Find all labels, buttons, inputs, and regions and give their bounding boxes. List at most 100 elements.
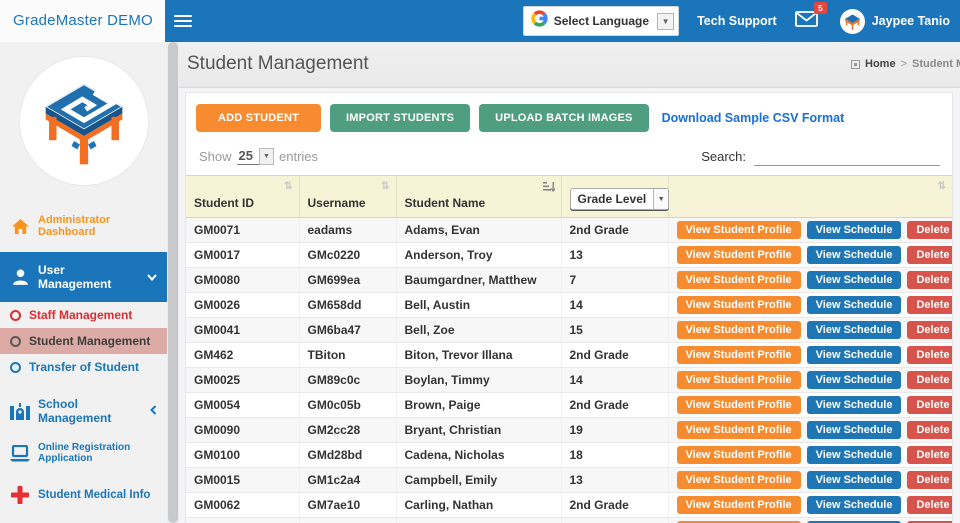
sort-ascending-icon[interactable] [542,181,556,196]
view-schedule-button[interactable]: View Schedule [806,471,902,489]
cell-username: TBiton [298,342,396,368]
student-row: GM0062 GM7ae10 Carling, Nathan 2nd Grade… [186,492,952,518]
grademaster-logo [19,57,148,185]
view-schedule-button[interactable]: View Schedule [806,271,902,289]
student-row: GM0054 GM0c05b Brown, Paige 2nd Grade Vi… [186,392,952,418]
mail-button[interactable]: 5 [794,1,827,32]
column-header-student-name[interactable]: Student Name [395,175,561,218]
breadcrumb-home[interactable]: Home [865,58,896,70]
sidebar-item-administrator-dashboard[interactable]: Administrator Dashboard [0,206,167,246]
delete-button[interactable]: Delete [907,396,952,414]
view-schedule-button[interactable]: View Schedule [806,246,902,264]
download-sample-csv-link[interactable]: Download Sample CSV Format [661,111,845,125]
topbar: Select Language ▼ Tech Support 5 Jaypee … [165,0,960,42]
cell-actions: View Student Profile View Schedule Delet… [667,367,952,393]
delete-button[interactable]: Delete [907,346,952,364]
view-student-profile-button[interactable]: View Student Profile [676,296,801,314]
chevron-down-icon [147,268,157,286]
cell-student-name: Anderson, Troy [395,242,561,268]
sidebar-scrollbar[interactable] [167,42,179,523]
cell-student-id: GM0041 [186,317,299,343]
view-schedule-button[interactable]: View Schedule [806,346,902,364]
delete-button[interactable]: Delete [907,296,952,314]
view-student-profile-button[interactable]: View Student Profile [676,471,801,489]
grade-level-filter[interactable]: Grade Level ▼ [569,188,670,210]
chevron-down-icon[interactable]: ▼ [259,147,274,165]
column-header-actions[interactable]: ⇅ [667,175,952,218]
sort-icon[interactable]: ⇅ [381,181,390,192]
view-schedule-button[interactable]: View Schedule [806,296,902,314]
user-management-submenu: Staff Management Student Management Tran… [0,302,167,380]
view-student-profile-button[interactable]: View Student Profile [676,321,801,339]
view-schedule-button[interactable]: View Schedule [806,371,902,389]
delete-button[interactable]: Delete [907,321,952,339]
view-schedule-button[interactable]: View Schedule [806,496,902,514]
sidebar-item-academic-standards[interactable]: Academic Standards [0,518,167,523]
upload-batch-images-button[interactable]: UPLOAD BATCH IMAGES [479,104,649,132]
column-header-student-id[interactable]: Student ID ⇅ [186,175,299,218]
delete-button[interactable]: Delete [907,471,952,489]
sidebar-item-school-management[interactable]: School Management [0,388,167,434]
sort-icon[interactable]: ⇅ [284,181,293,192]
view-student-profile-button[interactable]: View Student Profile [676,346,801,364]
delete-button[interactable]: Delete [907,446,952,464]
sidebar-item-transfer-of-student[interactable]: Transfer of Student [0,354,167,380]
sidebar-item-student-management[interactable]: Student Management [0,328,167,354]
sidebar-item-staff-management[interactable]: Staff Management [0,302,167,328]
cell-grade-level: 14 [560,292,668,318]
cell-username: GM89c0c [298,367,396,393]
student-row: GM0015 GM1c2a4 Campbell, Emily 13 View S… [186,467,952,493]
delete-button[interactable]: Delete [907,521,952,523]
chevron-down-icon[interactable]: ▼ [657,12,675,30]
add-student-button[interactable]: ADD STUDENT [196,104,322,132]
cell-username: GM1c2a4 [298,467,396,493]
view-student-profile-button[interactable]: View Student Profile [676,396,801,414]
scrollbar-thumb[interactable] [168,42,178,523]
circle-icon [10,361,21,373]
view-student-profile-button[interactable]: View Student Profile [676,371,801,389]
delete-button[interactable]: Delete [907,246,952,264]
view-student-profile-button[interactable]: View Student Profile [676,271,801,289]
sidebar-item-student-medical-info[interactable]: Student Medical Info [0,476,167,514]
search-input[interactable] [754,146,940,166]
delete-button[interactable]: Delete [907,421,952,439]
view-student-profile-button[interactable]: View Student Profile [676,521,801,523]
user-menu[interactable]: Jaypee Tanio [839,8,950,34]
hamburger-menu-icon[interactable] [174,15,192,27]
tech-support-link[interactable]: Tech Support [697,14,777,28]
sidebar-item-user-management[interactable]: User Management [0,252,167,302]
cell-actions: View Student Profile View Schedule Delet… [667,417,952,443]
view-schedule-button[interactable]: View Schedule [806,396,902,414]
sidebar-item-online-registration-application[interactable]: Online Registration Application [0,434,167,472]
cell-grade-level: 15 [560,517,668,523]
view-student-profile-button[interactable]: View Student Profile [676,246,801,264]
page-header: Student Management Home > Student Manage… [179,42,960,88]
view-schedule-button[interactable]: View Schedule [806,321,902,339]
show-entries: Show 25 ▼ entries [199,147,318,165]
cell-grade-level: 13 [560,242,668,268]
view-student-profile-button[interactable]: View Student Profile [676,496,801,514]
cell-username: GM80795 [298,517,396,523]
view-schedule-button[interactable]: View Schedule [806,521,902,523]
view-student-profile-button[interactable]: View Student Profile [676,446,801,464]
import-students-button[interactable]: IMPORT STUDENTS [330,104,471,132]
students-table: Student ID ⇅ Username ⇅ Student Name Gra… [186,175,952,523]
view-student-profile-button[interactable]: View Student Profile [676,221,801,239]
view-student-profile-button[interactable]: View Student Profile [676,421,801,439]
delete-button[interactable]: Delete [907,496,952,514]
column-header-username[interactable]: Username ⇅ [298,175,396,218]
view-schedule-button[interactable]: View Schedule [806,221,902,239]
cell-student-id: GM0062 [186,492,299,518]
dashboard-icon [851,59,860,69]
page-size-select[interactable]: 25 ▼ [236,147,274,165]
app-brand: GradeMaster DEMO [0,0,167,42]
view-schedule-button[interactable]: View Schedule [806,421,902,439]
sort-icon[interactable]: ⇅ [937,181,946,192]
delete-button[interactable]: Delete [907,271,952,289]
breadcrumb-current: Student Management [912,58,960,70]
sidebar-item-label: Transfer of Student [29,360,140,374]
language-selector[interactable]: Select Language ▼ [522,6,680,36]
delete-button[interactable]: Delete [907,371,952,389]
view-schedule-button[interactable]: View Schedule [806,446,902,464]
delete-button[interactable]: Delete [907,221,952,239]
